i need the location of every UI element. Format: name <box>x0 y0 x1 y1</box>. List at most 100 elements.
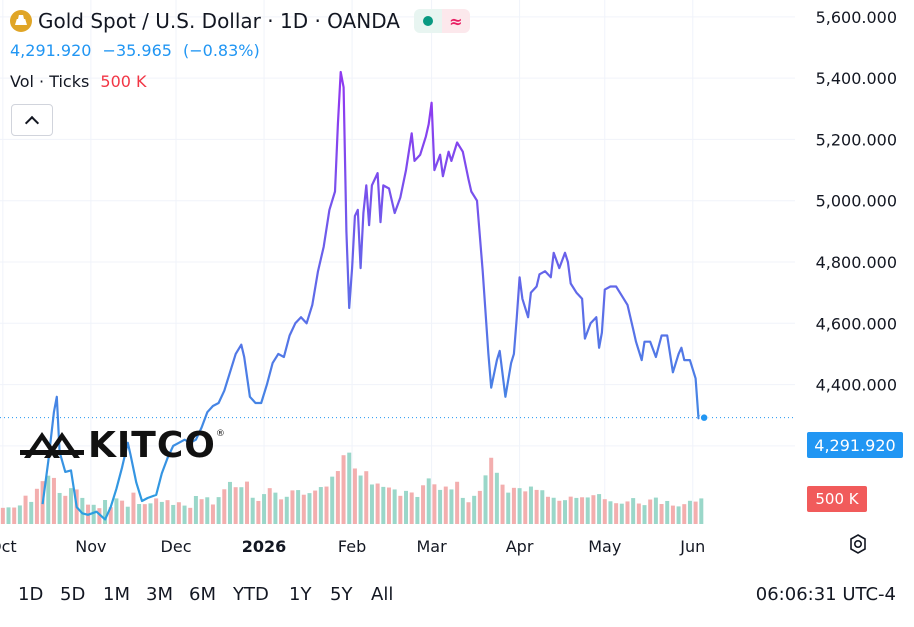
volume-bar <box>142 504 147 524</box>
volume-bar <box>665 500 670 524</box>
volume-bar <box>358 475 363 524</box>
volume-bar <box>262 494 267 524</box>
volume-bar <box>267 488 272 524</box>
volume-bar <box>23 495 28 524</box>
volume-bar <box>580 497 585 524</box>
chart-title[interactable]: Gold Spot / U.S. Dollar · 1D · OANDA <box>38 9 400 33</box>
volume-bar <box>506 492 511 524</box>
range-6m[interactable]: 6M <box>189 584 216 605</box>
range-5y[interactable]: 5Y <box>330 584 353 605</box>
volume-bar <box>545 496 550 524</box>
volume-bar <box>347 452 352 524</box>
volume-bar <box>460 497 465 524</box>
volume-bar <box>528 486 533 524</box>
volume-bar <box>313 490 318 524</box>
range-5d[interactable]: 5D <box>60 584 86 605</box>
volume-bar <box>523 491 528 524</box>
y-axis: 5,600.000 5,400.000 5,200.000 5,000.000 4,80… <box>816 8 897 456</box>
volume-bar <box>614 503 619 524</box>
volume-bar <box>375 483 380 524</box>
last-price-tag: 4,291.920 <box>807 432 903 458</box>
range-1y[interactable]: 1Y <box>289 584 312 605</box>
clock-timezone: UTC-4 <box>842 584 896 605</box>
volume-bar <box>17 505 22 524</box>
y-tick-label: 5,200.000 <box>816 130 897 149</box>
x-tick-label: Jun <box>679 537 705 556</box>
volume-bar <box>159 501 164 524</box>
y-tick-label: 4,800.000 <box>816 253 897 272</box>
volume-bar <box>477 490 482 524</box>
last-price-marker <box>699 412 709 423</box>
volume-bar <box>284 496 289 524</box>
volume-bar <box>335 471 340 524</box>
volume-bar <box>432 484 437 524</box>
volume-bar <box>568 496 573 524</box>
chevron-up-icon[interactable] <box>11 104 53 136</box>
volume-bar <box>500 484 505 524</box>
volume-bar <box>699 498 704 524</box>
wave-icon[interactable]: ≈ <box>441 9 470 33</box>
price-line <box>41 70 705 521</box>
volume-tag: 500 K <box>807 486 867 512</box>
volume-bar <box>80 497 85 524</box>
volume-value: 500 K <box>100 72 147 91</box>
volume-bar <box>449 489 454 524</box>
volume-bar <box>648 499 653 524</box>
volume-bar <box>619 503 624 524</box>
volume-bar <box>165 500 170 524</box>
range-1m[interactable]: 1M <box>103 584 130 605</box>
volume-bar <box>318 487 323 524</box>
volume-bar <box>227 481 232 524</box>
range-all[interactable]: All <box>371 584 394 605</box>
volume-bar <box>563 500 568 524</box>
volume-bar <box>68 488 73 524</box>
y-tick-label: 5,000.000 <box>816 192 897 211</box>
price-series <box>0 70 795 521</box>
volume-bar <box>250 497 255 524</box>
bottom-toolbar: 1D 5D 1M 3M 6M YTD 1Y 5Y All 06:06:31 UT… <box>0 570 914 620</box>
volume-bar <box>494 472 499 524</box>
settings-icon[interactable] <box>848 534 868 554</box>
market-status-dot-icon[interactable] <box>413 9 442 33</box>
price-change: −35.965 <box>102 41 172 60</box>
kitco-reg: ® <box>215 429 225 439</box>
volume-bar <box>574 497 579 524</box>
range-ytd[interactable]: YTD <box>233 584 269 605</box>
volume-legend[interactable]: Vol · Ticks 500 K <box>10 72 147 91</box>
volume-bar <box>210 504 215 524</box>
volume-bar <box>171 504 176 524</box>
volume-bar <box>63 495 68 524</box>
y-tick-label: 5,600.000 <box>816 8 897 27</box>
volume-bar <box>57 492 62 524</box>
volume-bar <box>205 497 210 524</box>
volume-bar <box>381 486 386 524</box>
volume-bar <box>443 486 448 524</box>
volume-bars <box>0 452 704 524</box>
volume-bar <box>279 499 284 524</box>
price-change-pct: (−0.83%) <box>183 41 260 60</box>
volume-bar <box>245 481 250 524</box>
volume-bar <box>682 504 687 524</box>
volume-bar <box>693 501 698 524</box>
clock[interactable]: 06:06:31 UTC-4 <box>756 584 896 605</box>
range-1d[interactable]: 1D <box>18 584 44 605</box>
chart-header: Gold Spot / U.S. Dollar · 1D · OANDA ≈ <box>10 6 470 36</box>
volume-bar <box>330 476 335 524</box>
x-tick-label: Feb <box>338 537 366 556</box>
status-badge[interactable]: ≈ <box>413 9 470 33</box>
y-tick-label: 4,600.000 <box>816 314 897 333</box>
volume-bar <box>216 497 221 524</box>
volume-bar <box>108 507 113 524</box>
volume-bar <box>125 506 130 524</box>
volume-bar <box>137 504 142 524</box>
volume-bar <box>631 498 636 524</box>
y-tick-label: 5,400.000 <box>816 69 897 88</box>
volume-bar <box>103 500 108 524</box>
range-3m[interactable]: 3M <box>146 584 173 605</box>
volume-bar <box>466 502 471 524</box>
x-tick-label: May <box>588 537 621 556</box>
volume-bar <box>193 496 198 524</box>
volume-bar <box>324 486 329 524</box>
volume-bar <box>608 501 613 524</box>
